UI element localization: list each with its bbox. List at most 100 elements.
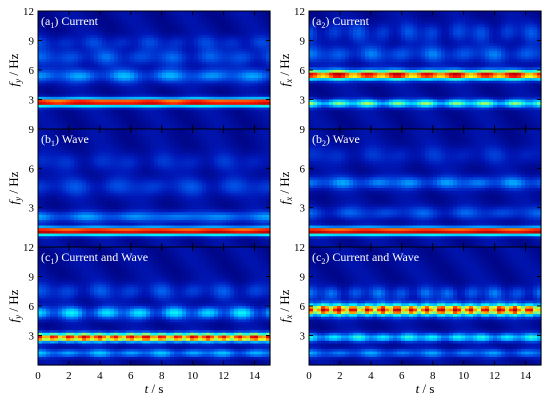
heatmap-cell [66,78,71,82]
heatmap-cell [86,72,91,76]
heatmap-cell [74,96,79,101]
heatmap-cell [146,45,151,50]
heatmap-cell [50,29,55,34]
heatmap-cell [54,88,59,93]
heatmap-cell [54,96,59,101]
heatmap-cell [58,102,63,106]
heatmap-cell [254,48,259,52]
heatmap-cell [174,61,179,66]
heatmap-cell [58,67,63,71]
heatmap-cell [54,59,59,63]
heatmap-cell [118,64,123,68]
heatmap-cell [98,70,103,74]
heatmap-cell [170,78,175,82]
heatmap-cell [250,99,255,103]
heatmap-cell [194,104,199,109]
heatmap-cell [70,13,75,17]
heatmap-cell [98,110,103,114]
heatmap-cell [266,86,271,90]
heatmap-cell [266,51,271,55]
heatmap-cell [246,40,251,44]
heatmap-cell [190,27,195,31]
heatmap-cell [62,126,67,130]
heatmap-cell [262,70,267,74]
heatmap-cell [198,48,203,52]
heatmap-cell [266,16,271,20]
heatmap-cell [78,11,83,15]
heatmap-cell [230,56,235,60]
heatmap-cell [90,110,95,114]
heatmap-cell [154,24,159,28]
heatmap-cell [154,83,159,87]
heatmap-cell [90,123,95,127]
heatmap-cell [110,53,115,58]
heatmap-cell [86,107,91,111]
heatmap-cell [86,112,91,117]
heatmap-cell [82,104,87,109]
heatmap-cell [58,91,63,95]
heatmap-cell [246,67,251,71]
heatmap-cell [206,21,211,26]
heatmap-cell [138,48,143,52]
heatmap-cell [238,112,243,117]
heatmap-cell [266,99,271,103]
heatmap-cell [230,32,235,36]
heatmap-cell [170,64,175,68]
heatmap-cell [206,35,211,39]
heatmap-cell [130,64,135,68]
heatmap-cell [186,19,191,23]
heatmap-cell [178,102,183,106]
heatmap-cell [218,16,223,20]
heatmap-cell [158,99,163,103]
heatmap-cell [250,13,255,17]
heatmap-cell [182,99,187,103]
heatmap-cell [190,88,195,93]
heatmap-cell [38,43,43,47]
heatmap-cell [226,24,231,28]
heatmap-cell [74,19,79,23]
heatmap-cell [122,29,127,34]
heatmap-cell [54,45,59,50]
heatmap-cell [66,48,71,52]
heatmap-cell [230,107,235,111]
heatmap-cell [54,51,59,55]
heatmap-cell [126,40,131,44]
heatmap-cell [186,32,191,36]
heatmap-cell [202,120,207,125]
heatmap-cell [46,88,51,93]
heatmap-cell [42,64,47,68]
heatmap-cell [210,53,215,58]
heatmap-cell [146,104,151,109]
heatmap-cell [194,107,199,111]
heatmap-cell [82,61,87,66]
heatmap-cell [46,13,51,17]
heatmap-cell [190,94,195,98]
heatmap-cell [82,112,87,117]
heatmap-cell [78,64,83,68]
heatmap-cell [66,43,71,47]
heatmap-cell [150,86,155,90]
heatmap-cell [86,51,91,55]
heatmap-cell [62,21,67,26]
heatmap-cell [142,91,147,95]
heatmap-cell [134,112,139,117]
heatmap-cell [70,75,75,79]
heatmap-cell [122,59,127,63]
y-axis-unit: / Hz [6,53,21,79]
heatmap-cell [166,64,171,68]
heatmap-cell [134,35,139,39]
heatmap-cell [186,21,191,26]
heatmap-cell [98,112,103,117]
heatmap-cell [154,112,159,117]
heatmap-cell [238,56,243,60]
heatmap-cell [174,123,179,127]
heatmap-cell [146,11,151,15]
heatmap-cell [102,21,107,26]
heatmap-cell [142,118,147,122]
heatmap-cell [154,21,159,26]
heatmap-cell [114,13,119,17]
heatmap-cell [98,115,103,119]
heatmap-cell [54,102,59,106]
heatmap-cell [242,91,247,95]
heatmap-cell [154,56,159,60]
